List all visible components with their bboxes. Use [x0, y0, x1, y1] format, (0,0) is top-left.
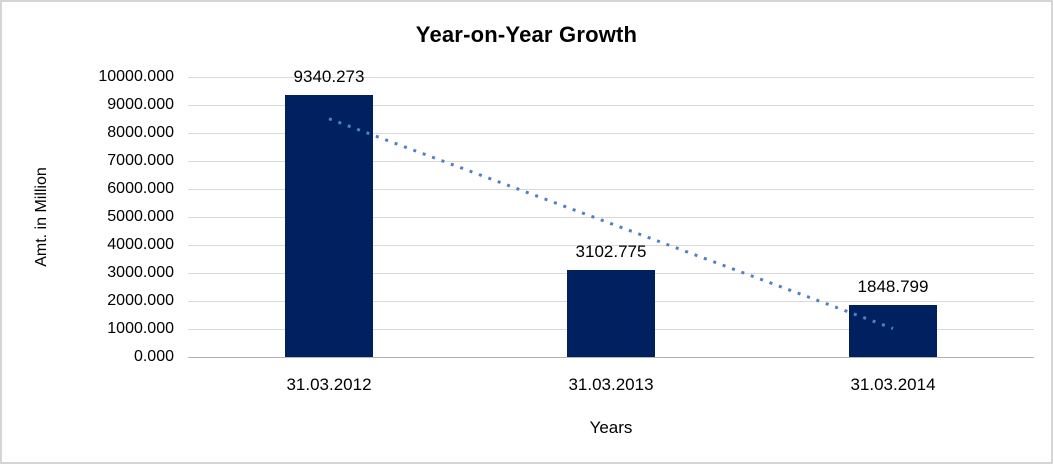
x-tick-label: 31.03.2012 — [286, 375, 372, 394]
bar-data-label: 3102.775 — [575, 242, 647, 262]
x-axis-title: Years — [589, 418, 633, 437]
bar-data-label: 9340.273 — [293, 67, 365, 87]
y-tick-label: 7000.000 — [107, 152, 174, 169]
y-tick-label: 3000.000 — [107, 264, 174, 281]
x-tick-label: 31.03.2013 — [568, 375, 654, 394]
gridline — [188, 105, 1034, 106]
y-tick-label: 1000.000 — [107, 320, 174, 337]
y-tick-label: 10000.000 — [98, 68, 174, 85]
bar — [567, 270, 655, 357]
x-tick-label: 31.03.2014 — [850, 375, 936, 394]
bar — [849, 305, 937, 357]
y-tick-label: 8000.000 — [107, 124, 174, 141]
x-axis-line — [188, 357, 1034, 358]
y-tick-label: 6000.000 — [107, 180, 174, 197]
y-tick-label: 2000.000 — [107, 292, 174, 309]
y-tick-label: 5000.000 — [107, 208, 174, 225]
bar — [285, 95, 373, 357]
bar-data-label: 1848.799 — [857, 277, 929, 297]
y-tick-label: 4000.000 — [107, 236, 174, 253]
y-tick-label: 9000.000 — [107, 96, 174, 113]
y-tick-label: 0.000 — [133, 348, 174, 365]
chart-title: Year-on-Year Growth — [415, 22, 638, 47]
gridline — [188, 77, 1034, 78]
